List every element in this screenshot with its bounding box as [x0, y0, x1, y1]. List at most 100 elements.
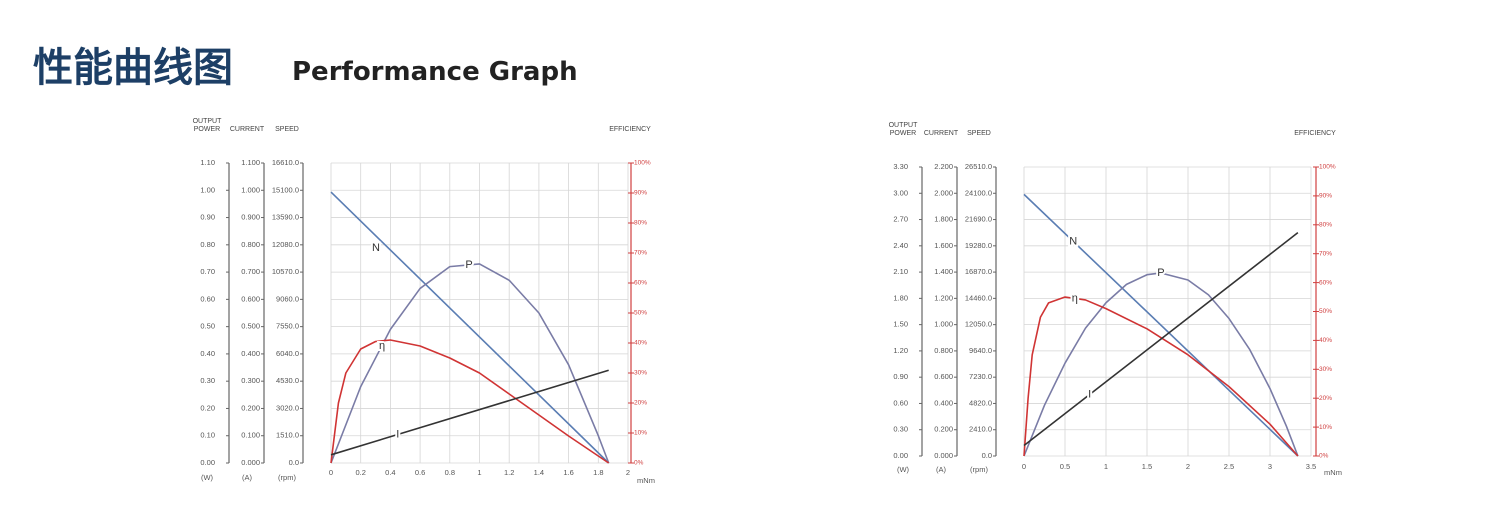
- y-tick-label: 0.70: [200, 267, 215, 276]
- y-tick-label: 0.40: [200, 349, 215, 358]
- y-tick-label: 30%: [634, 370, 647, 377]
- y-tick-label: 0.50: [200, 322, 215, 331]
- y-tick-label: 80%: [1319, 222, 1332, 229]
- y-tick-label: 10%: [634, 430, 647, 437]
- y-axis-title: EFFICIENCY: [609, 126, 651, 133]
- title-chinese: 性能曲线图: [33, 45, 233, 91]
- y-tick-label: 1.10: [200, 158, 215, 167]
- y-tick-label: 0.60: [200, 294, 215, 303]
- y-tick-label: 1.00: [200, 185, 215, 194]
- y-tick-label: 0.400: [934, 398, 953, 407]
- y-tick-label: 7550.0: [276, 322, 299, 331]
- y-tick-label: 60%: [634, 280, 647, 287]
- y-axis-title: EFFICIENCY: [1294, 130, 1336, 137]
- y-tick-label: 16870.0: [965, 267, 992, 276]
- y-tick-label: 50%: [1319, 308, 1332, 315]
- x-tick-label: 3.5: [1306, 462, 1316, 471]
- y-tick-label: 1.000: [934, 320, 953, 329]
- y-tick-label: 0.90: [893, 372, 908, 381]
- x-tick-label: 0: [329, 468, 333, 477]
- y-tick-label: 0.200: [934, 425, 953, 434]
- y-tick-label: 4820.0: [969, 398, 992, 407]
- y-tick-label: 1.800: [934, 215, 953, 224]
- series-label: I: [1088, 388, 1091, 400]
- y-tick-label: 70%: [634, 250, 647, 257]
- y-tick-label: 19280.0: [965, 241, 992, 250]
- y-tick-label: 7230.0: [969, 372, 992, 381]
- y-tick-label: 100%: [1319, 164, 1336, 171]
- y-tick-label: 3020.0: [276, 403, 299, 412]
- y-tick-label: 0.0: [982, 451, 992, 460]
- series-line: [330, 339, 610, 464]
- y-tick-label: 0.0: [289, 458, 299, 467]
- series-line: [1023, 193, 1299, 457]
- y-tick-label: 0.10: [200, 431, 215, 440]
- y-tick-label: 10%: [1319, 424, 1332, 431]
- y-tick-label: 12080.0: [272, 240, 299, 249]
- y-tick-label: 60%: [1319, 279, 1332, 286]
- y-tick-label: 9060.0: [276, 294, 299, 303]
- y-axis-title: SPEED: [275, 126, 299, 133]
- y-tick-label: 20%: [634, 400, 647, 407]
- y-axis-unit: (W): [201, 473, 214, 482]
- y-tick-label: 0%: [634, 460, 644, 467]
- y-tick-label: 0.00: [200, 458, 215, 467]
- y-tick-label: 3.00: [893, 188, 908, 197]
- y-tick-label: 24100.0: [965, 188, 992, 197]
- x-tick-label: 0.5: [1060, 462, 1070, 471]
- y-tick-label: 90%: [634, 190, 647, 197]
- y-tick-label: 0.100: [241, 431, 260, 440]
- y-tick-label: 100%: [634, 160, 651, 167]
- y-tick-label: 50%: [634, 310, 647, 317]
- y-axis-unit: (rpm): [278, 473, 296, 482]
- title-english: Performance Graph: [292, 57, 578, 87]
- x-tick-label: 0.6: [415, 468, 425, 477]
- y-tick-label: 6040.0: [276, 349, 299, 358]
- y-tick-label: 2410.0: [969, 425, 992, 434]
- series-line: [330, 263, 610, 464]
- y-tick-label: 40%: [634, 340, 647, 347]
- series-label: P: [465, 259, 472, 271]
- y-axis-title: OUTPUT POWER: [888, 122, 918, 137]
- x-tick-label: 2: [1186, 462, 1190, 471]
- y-tick-label: 2.40: [893, 241, 908, 250]
- x-tick-label: 1.2: [504, 468, 514, 477]
- y-tick-label: 13590.0: [272, 213, 299, 222]
- y-tick-label: 26510.0: [965, 162, 992, 171]
- y-axis-unit: (A): [242, 473, 253, 482]
- y-tick-label: 1.50: [893, 320, 908, 329]
- y-tick-label: 0.500: [241, 322, 260, 331]
- y-tick-label: 0.80: [200, 240, 215, 249]
- x-tick-label: 1: [477, 468, 481, 477]
- y-tick-label: 21690.0: [965, 215, 992, 224]
- y-axis-title: CURRENT: [229, 126, 265, 133]
- series-line: [1023, 232, 1299, 447]
- y-tick-label: 3.30: [893, 162, 908, 171]
- y-tick-label: 20%: [1319, 395, 1332, 402]
- x-tick-label: 2.5: [1224, 462, 1234, 471]
- y-axis-unit: (rpm): [970, 465, 988, 474]
- y-tick-label: 0.600: [934, 372, 953, 381]
- series-label: N: [372, 242, 380, 254]
- y-tick-label: 0.600: [241, 294, 260, 303]
- y-tick-label: 10570.0: [272, 267, 299, 276]
- y-tick-label: 1.80: [893, 293, 908, 302]
- y-axis-title: CURRENT: [923, 130, 959, 137]
- y-tick-label: 0.00: [893, 451, 908, 460]
- y-tick-label: 1.200: [934, 293, 953, 302]
- y-tick-label: 0.30: [200, 376, 215, 385]
- series-line: [1023, 296, 1299, 457]
- y-tick-label: 70%: [1319, 250, 1332, 257]
- y-tick-label: 0.700: [241, 267, 260, 276]
- y-tick-label: 0.800: [241, 240, 260, 249]
- y-tick-label: 1.20: [893, 346, 908, 355]
- y-tick-label: 12050.0: [965, 320, 992, 329]
- y-tick-label: 16610.0: [272, 158, 299, 167]
- y-tick-label: 15100.0: [272, 185, 299, 194]
- x-tick-label: 3: [1268, 462, 1272, 471]
- series-label: P: [1157, 267, 1164, 279]
- y-tick-label: 0.30: [893, 425, 908, 434]
- x-tick-label: 1: [1104, 462, 1108, 471]
- y-axis-unit: (W): [897, 465, 910, 474]
- x-tick-label: 2: [626, 468, 630, 477]
